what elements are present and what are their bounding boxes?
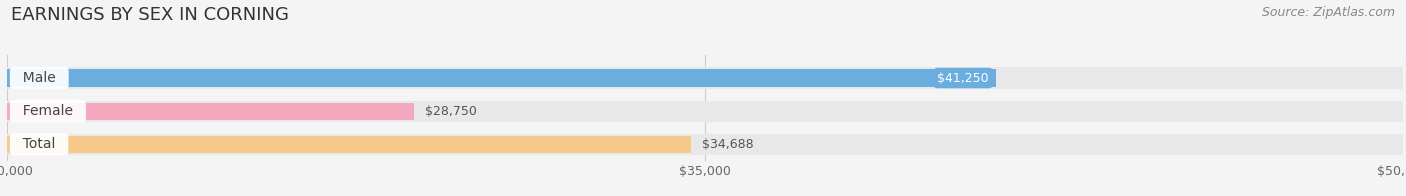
Text: Total: Total	[14, 137, 65, 151]
Bar	[7, 69, 995, 87]
Bar	[7, 101, 1403, 122]
Bar	[7, 136, 690, 153]
Text: Source: ZipAtlas.com: Source: ZipAtlas.com	[1261, 6, 1395, 19]
Text: EARNINGS BY SEX IN CORNING: EARNINGS BY SEX IN CORNING	[11, 6, 290, 24]
Text: $41,250: $41,250	[938, 72, 988, 84]
Bar	[7, 134, 1403, 155]
Bar	[7, 103, 415, 120]
Text: Male: Male	[14, 71, 65, 85]
Text: $28,750: $28,750	[426, 105, 477, 118]
Bar	[7, 67, 1403, 89]
Text: $34,688: $34,688	[702, 138, 754, 151]
Text: Female: Female	[14, 104, 82, 118]
